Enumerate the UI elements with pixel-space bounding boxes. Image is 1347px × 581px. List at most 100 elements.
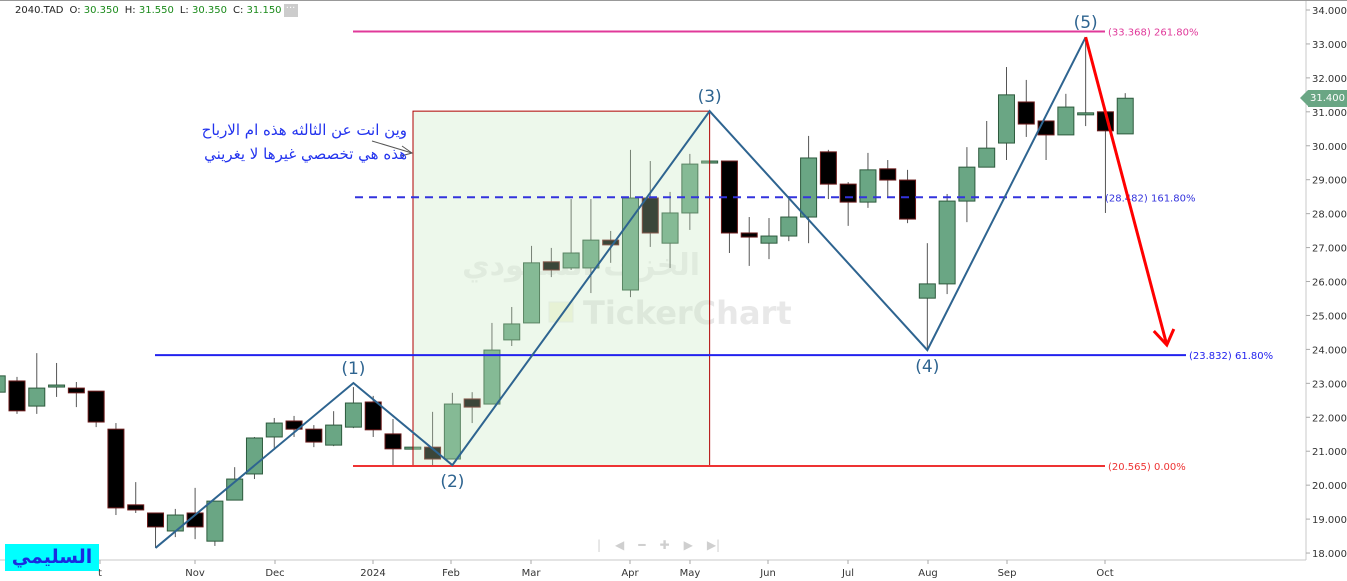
- next-icon[interactable]: ▶: [683, 538, 693, 552]
- watermark-brand: TickerChart: [583, 294, 792, 332]
- candle: [443, 392, 461, 460]
- candle: [1017, 79, 1035, 137]
- candle: [8, 376, 26, 414]
- candle-body: [305, 428, 323, 443]
- x-tick-label: Oct: [1096, 568, 1113, 579]
- candles: [0, 37, 1134, 548]
- zoom-out-icon[interactable]: ━: [638, 538, 646, 552]
- close-label: C:: [233, 5, 244, 16]
- candle-body: [186, 512, 204, 528]
- candle: [186, 487, 204, 540]
- fib-level-label: (23.832) 61.80%: [1189, 351, 1273, 362]
- candle: [1057, 93, 1075, 136]
- x-tick-label: Feb: [442, 568, 460, 579]
- x-tick-label: t: [98, 568, 102, 579]
- first-icon[interactable]: |: [597, 538, 602, 552]
- y-tick-label: 25.000: [1312, 311, 1347, 322]
- candle: [424, 411, 442, 466]
- candle-body: [443, 403, 461, 460]
- candle-body: [206, 500, 224, 542]
- candle: [661, 191, 679, 268]
- y-tick-label: 34.000: [1312, 6, 1347, 17]
- candle: [87, 390, 105, 428]
- candle: [48, 362, 66, 397]
- candle-body: [28, 387, 46, 407]
- y-tick-label: 32.000: [1312, 74, 1347, 85]
- candle-body: [463, 398, 481, 408]
- y-tick-label: 31.000: [1312, 108, 1347, 119]
- ellipsis-icon[interactable]: ···: [283, 4, 298, 17]
- candle-body: [265, 422, 283, 438]
- y-tick-label: 23.000: [1312, 379, 1347, 390]
- candle-body: [602, 239, 620, 246]
- candle: [305, 425, 323, 448]
- candle: [28, 353, 46, 414]
- elliott-wave-line: [154, 36, 1087, 549]
- fib-level-label: (28.482) 161.80%: [1105, 193, 1195, 204]
- y-tick-label: 20.000: [1312, 481, 1347, 492]
- candle: [265, 417, 283, 448]
- candle-body: [958, 166, 976, 202]
- wave-label: (3): [698, 87, 722, 107]
- y-tick-label: 27.000: [1312, 244, 1347, 255]
- candle-body: [1077, 112, 1095, 116]
- candle: [127, 482, 145, 513]
- candle-body: [127, 504, 145, 511]
- candle: [463, 392, 481, 424]
- candle-body: [800, 157, 818, 218]
- candle-body: [67, 387, 85, 394]
- candle: [503, 306, 521, 347]
- y-tick-label: 18.000: [1312, 549, 1347, 560]
- candle-body: [1017, 101, 1035, 125]
- candle: [67, 381, 85, 408]
- candle-body: [879, 168, 897, 181]
- candle: [879, 160, 897, 199]
- open-value: 30.350: [83, 5, 119, 16]
- candle-body: [681, 163, 699, 214]
- candle: [780, 195, 798, 242]
- candle-body: [780, 216, 798, 237]
- candle: [542, 247, 560, 278]
- zoom-in-icon[interactable]: ✚: [659, 538, 670, 552]
- candle-body: [740, 232, 758, 238]
- candle-body: [918, 283, 936, 299]
- candle-body: [87, 390, 105, 423]
- x-tick-label: Dec: [265, 568, 284, 579]
- prev-icon[interactable]: ◀: [615, 538, 625, 552]
- y-tick-label: 30.000: [1312, 142, 1347, 153]
- candle: [206, 500, 224, 546]
- fib-level-label: (33.368) 261.80%: [1108, 27, 1198, 38]
- candle-body: [562, 252, 580, 269]
- annotation-pointer: [371, 140, 413, 154]
- candle: [740, 217, 758, 266]
- candle-body: [8, 380, 26, 412]
- y-tick-label: 26.000: [1312, 278, 1347, 289]
- x-tick-label: Jun: [759, 568, 776, 579]
- x-tick-label: Jul: [841, 568, 854, 579]
- candle: [621, 149, 639, 298]
- candle: [800, 135, 818, 244]
- y-tick-label: 24.000: [1312, 345, 1347, 356]
- candle-body: [1057, 106, 1075, 136]
- x-tick-label: 2024: [360, 568, 385, 579]
- candle: [938, 193, 956, 295]
- candle: [918, 243, 936, 351]
- annotation-line-2: هذه هي تخصصي غيرها لا يغريني: [204, 145, 407, 163]
- candle-body: [424, 446, 442, 460]
- candle-body: [523, 262, 541, 324]
- wave-label: (1): [341, 359, 365, 379]
- candle-body: [938, 200, 956, 285]
- last-icon[interactable]: ▶|: [706, 538, 721, 552]
- candle: [899, 169, 917, 224]
- candle-body: [978, 147, 996, 168]
- x-tick-label: Aug: [918, 568, 938, 579]
- candle-body: [621, 197, 639, 291]
- candle-body: [325, 424, 343, 446]
- candle: [325, 411, 343, 447]
- low-value: 30.350: [192, 5, 227, 16]
- candle: [384, 418, 402, 466]
- candle: [364, 395, 382, 437]
- candle-body: [483, 349, 501, 405]
- candle-body: [0, 375, 6, 393]
